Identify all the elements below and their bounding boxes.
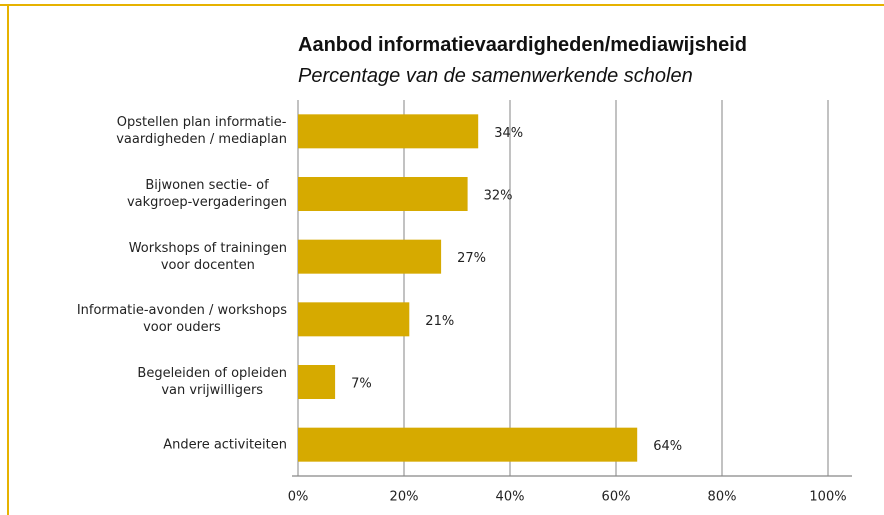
bar	[298, 239, 442, 274]
x-tick-label: 80%	[708, 490, 737, 505]
value-label: 64%	[653, 439, 682, 454]
value-label: 32%	[484, 189, 513, 204]
x-tick-label: 40%	[496, 490, 525, 505]
bar	[298, 302, 410, 337]
y-tick-label: Informatie-avonden / workshops voor oude…	[76, 303, 287, 336]
value-label: 34%	[494, 126, 523, 141]
value-label: 27%	[457, 251, 486, 266]
x-tick-label: 0%	[288, 490, 309, 505]
bar	[298, 114, 479, 149]
chart-subtitle: Percentage van de samenwerkende scholen	[298, 65, 693, 87]
x-tick-label: 100%	[809, 490, 846, 505]
y-tick-label: Begeleiden of opleiden van vrijwilligers	[137, 366, 287, 398]
bar	[298, 365, 336, 399]
y-tick-label: Workshops of trainingen voor docenten	[128, 240, 287, 273]
y-tick-label: Opstellen plan informatie- vaardigheden …	[116, 115, 287, 148]
value-label: 21%	[425, 314, 454, 329]
bar	[298, 427, 638, 462]
bar	[298, 177, 468, 211]
chart-title: Aanbod informatievaardigheden/mediawijsh…	[298, 34, 747, 56]
x-tick-label: 20%	[390, 490, 419, 505]
y-tick-label: Andere activiteiten	[163, 437, 287, 453]
y-tick-label: Bijwonen sectie- of vakgroep-vergadering…	[126, 178, 287, 210]
value-label: 7%	[351, 377, 372, 392]
x-tick-label: 60%	[602, 490, 631, 505]
